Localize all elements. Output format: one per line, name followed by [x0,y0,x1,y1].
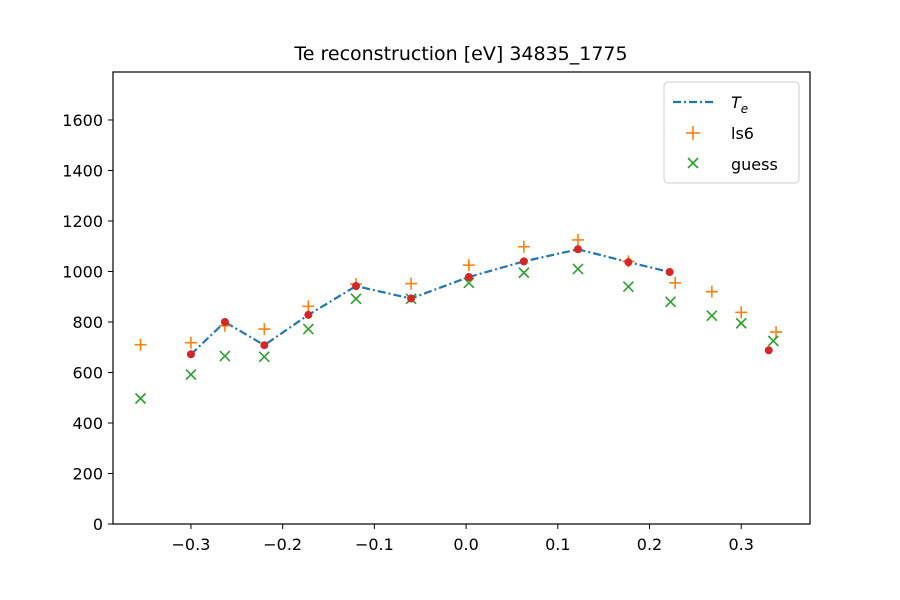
y-tick-label: 1200 [62,212,103,231]
red-point [519,257,528,266]
guess-point [735,317,747,329]
red-point [220,317,229,326]
x-tick-label: −0.1 [355,535,394,554]
y-tick-label: 1600 [62,111,103,130]
x-tick-label: −0.2 [263,535,302,554]
legend-guess-label: guess [731,155,778,174]
y-tick-label: 1400 [62,161,103,180]
x-tick-label: 0.2 [637,535,662,554]
red-point [665,267,674,276]
ls6-point [517,240,530,253]
guess-point [518,267,530,279]
red-point [304,310,313,319]
plot-marks [134,233,783,405]
ls6-point [571,233,584,246]
y-tick-label: 800 [72,313,103,332]
ls6-point [302,300,315,313]
guess-point [134,392,147,405]
y-tick-label: 600 [72,363,103,382]
guess-point [350,293,362,305]
y-tick-label: 1000 [62,262,103,281]
series-guess [134,263,779,405]
red-point [260,341,269,350]
chart-title: Te reconstruction [eV] 34835_1775 [293,43,627,65]
guess-point [463,277,475,289]
red-point [573,245,582,254]
plot-frame [112,71,811,525]
y-tick-label: 0 [93,515,103,534]
ls6-point [669,276,682,289]
legend-guess-marker [687,157,699,169]
ls6-point [705,285,718,298]
red-point [407,294,416,303]
ls6-point [405,277,418,290]
ls6-point [735,306,748,319]
guess-point [665,296,677,308]
x-tick-label: 0.1 [545,535,570,554]
y-axis: 0 200 400 600 800 1000 1200 1400 1600 [62,111,113,534]
ls6-point [184,336,197,349]
x-axis: −0.3 −0.2 −0.1 0.0 0.1 0.2 0.3 [172,524,754,554]
ls6-point [462,259,475,272]
guess-point [302,323,314,335]
y-tick-label: 200 [72,464,103,483]
y-tick-label: 400 [72,414,103,433]
guess-point [622,281,634,293]
guess-point [572,263,584,275]
ls6-point [134,338,147,351]
guess-point [185,368,197,381]
series-red-points [186,245,773,359]
legend-ls6-label: ls6 [731,124,754,143]
x-tick-label: 0.3 [728,535,753,554]
red-point [186,350,195,359]
guess-point [258,351,270,363]
legend: Te ls6 guess [663,81,800,184]
red-point [352,282,361,291]
ls6-point [770,326,783,339]
x-tick-label: 0.0 [453,535,478,554]
guess-point [706,310,718,322]
x-tick-label: −0.3 [172,535,211,554]
legend-te-label: Te [731,93,748,116]
legend-ls6-marker [686,126,700,140]
red-point [624,258,633,267]
ls6-point [258,323,271,336]
guess-point [767,335,779,347]
series-ls6 [134,233,783,351]
guess-point [219,350,231,362]
red-point [764,346,773,355]
red-point [464,273,473,282]
